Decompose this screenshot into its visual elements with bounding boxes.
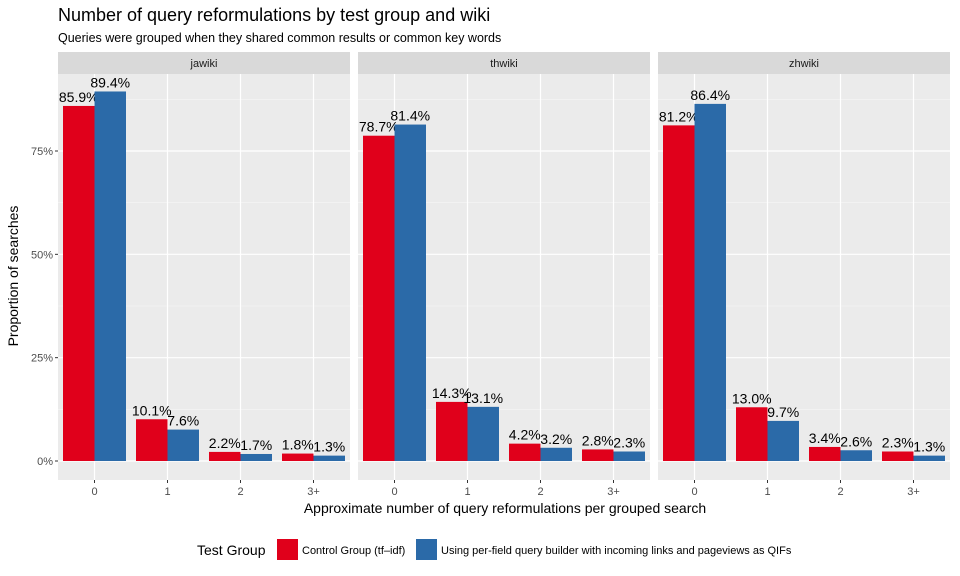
x-tick-label: 0 xyxy=(691,486,697,498)
chart-subtitle: Queries were grouped when they shared co… xyxy=(58,31,501,45)
bar xyxy=(63,105,95,462)
facet-jawiki: jawiki 0 1 2 3+ 85.9% 10.1% 2.2% 1.8% 89.4% 7.6% 1.… xyxy=(58,52,350,498)
bar xyxy=(663,125,695,461)
bar xyxy=(282,453,314,461)
x-tick-label: 1 xyxy=(764,486,770,498)
x-tick-label: 3+ xyxy=(307,486,320,498)
facet-panels: jawiki 0 1 2 3+ 85.9% 10.1% 2.2% 1.8% 89.4% 7.6% 1.… xyxy=(58,52,950,498)
y-tick-label: 25% xyxy=(31,353,53,365)
bar-data-label: 89.4% xyxy=(90,74,130,90)
facet-strip-label: jawiki xyxy=(190,58,218,70)
facet-strip xyxy=(58,52,350,74)
facet-zhwiki: zhwiki 0 1 2 3+ 81.2% 13.0% 3.4% 2.3% 86.4% 9.7% 2.… xyxy=(658,52,950,498)
x-tick-label: 2 xyxy=(237,486,243,498)
bar-data-label: 10.1% xyxy=(132,402,172,418)
bar-data-label: 85.9% xyxy=(59,89,99,105)
x-tick-label: 3+ xyxy=(607,486,620,498)
facet-strip xyxy=(658,52,950,74)
bar xyxy=(467,406,499,461)
bar-data-label: 7.6% xyxy=(167,413,199,429)
bar xyxy=(582,449,614,461)
x-tick-label: 1 xyxy=(464,486,470,498)
bar xyxy=(509,443,541,461)
x-tick-label: 0 xyxy=(391,486,397,498)
bar xyxy=(94,91,126,461)
y-axis-title: Proportion of searches xyxy=(5,206,21,347)
bar-data-label: 86.4% xyxy=(690,87,730,103)
bar xyxy=(436,401,468,461)
bar xyxy=(363,135,395,461)
bar xyxy=(840,450,872,461)
bar xyxy=(240,453,272,461)
bar-data-label: 4.2% xyxy=(509,427,541,443)
bar-data-label: 81.2% xyxy=(659,108,699,124)
bar-data-label: 1.3% xyxy=(913,439,945,455)
bar-data-label: 13.1% xyxy=(463,390,503,406)
bar xyxy=(394,124,426,462)
bar xyxy=(809,446,841,461)
bar-data-label: 1.7% xyxy=(240,437,272,453)
y-axis: 0% 25% 50% 75% xyxy=(31,146,58,468)
bar-data-label: 2.6% xyxy=(840,433,872,449)
bar xyxy=(736,407,768,461)
bar xyxy=(313,455,345,461)
bar xyxy=(167,429,199,461)
x-tick-label: 1 xyxy=(164,486,170,498)
chart-title: Number of query reformulations by test g… xyxy=(58,5,490,25)
bar-data-label: 3.2% xyxy=(540,431,572,447)
bar xyxy=(694,103,726,461)
bar-data-label: 2.3% xyxy=(882,434,914,450)
bar-data-label: 13.0% xyxy=(732,390,772,406)
bar-data-label: 1.8% xyxy=(282,437,314,453)
facet-thwiki: thwiki 0 1 2 3+ 78.7% 14.3% 4.2% 2.8% 81.4% 13.1% 3… xyxy=(358,52,650,498)
legend-title: Test Group xyxy=(197,542,266,558)
legend-label-control: Control Group (tf–idf) xyxy=(302,545,405,557)
x-tick-label: 3+ xyxy=(907,486,920,498)
x-axis-title: Approximate number of query reformulatio… xyxy=(304,500,706,516)
bar-data-label: 3.4% xyxy=(809,430,841,446)
y-tick-label: 75% xyxy=(31,146,53,158)
bar xyxy=(540,447,572,461)
x-tick-label: 2 xyxy=(837,486,843,498)
y-tick-label: 0% xyxy=(37,456,53,468)
x-tick-label: 0 xyxy=(91,486,97,498)
bar-data-label: 78.7% xyxy=(359,119,399,135)
facet-strip-label: zhwiki xyxy=(789,58,819,70)
bar-data-label: 14.3% xyxy=(432,385,472,401)
bar xyxy=(613,451,645,461)
bar-data-label: 2.2% xyxy=(209,435,241,451)
facet-strip xyxy=(358,52,650,74)
legend-swatch-control xyxy=(277,539,298,560)
bar-data-label: 2.3% xyxy=(613,434,645,450)
bar-data-label: 81.4% xyxy=(390,108,430,124)
y-tick-label: 50% xyxy=(31,249,53,261)
bar-data-label: 2.8% xyxy=(582,432,614,448)
legend: Test Group Control Group (tf–idf) Using … xyxy=(197,539,792,560)
facet-strip-label: thwiki xyxy=(490,58,518,70)
bar xyxy=(767,420,799,461)
x-tick-label: 2 xyxy=(537,486,543,498)
bar xyxy=(913,455,945,461)
bar xyxy=(882,451,914,461)
bar-data-label: 9.7% xyxy=(767,404,799,420)
legend-swatch-treatment xyxy=(416,539,437,560)
legend-label-treatment: Using per-field query builder with incom… xyxy=(441,545,792,557)
bar xyxy=(136,419,168,461)
bar xyxy=(209,451,241,461)
bar-data-label: 1.3% xyxy=(313,439,345,455)
